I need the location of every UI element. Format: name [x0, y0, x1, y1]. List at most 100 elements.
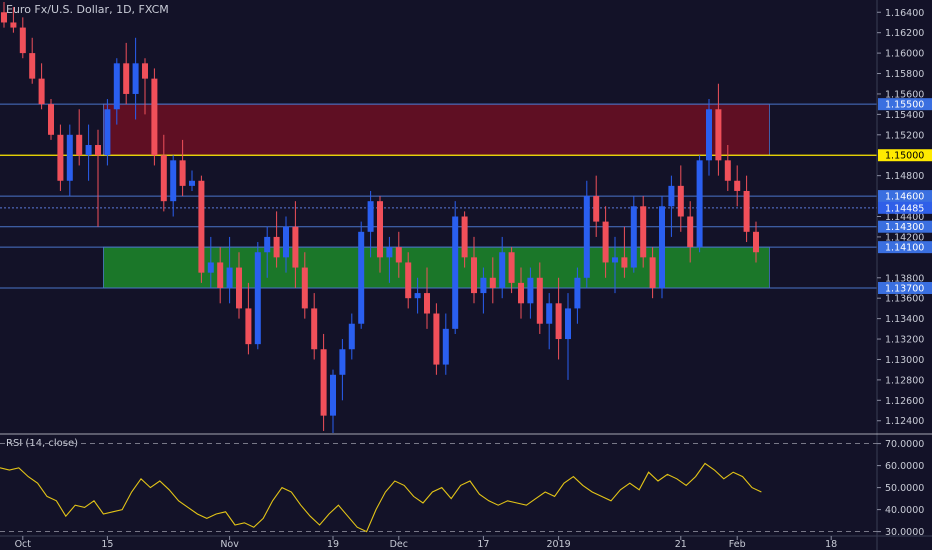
- price-level-badge: [878, 201, 932, 214]
- price-tick-label: 1.16000: [885, 49, 924, 60]
- candle-body: [57, 134, 64, 181]
- price-tick-label: 1.15600: [885, 89, 924, 100]
- candle-body: [132, 63, 139, 94]
- price-tick-label: 1.12600: [885, 396, 924, 407]
- candle-body: [518, 282, 524, 304]
- candle-body: [170, 160, 177, 202]
- time-tick-label: Feb: [729, 539, 746, 550]
- candle-body: [583, 196, 590, 278]
- candle-body: [433, 313, 440, 365]
- candle-body: [574, 277, 581, 309]
- time-tick-label: 15: [101, 539, 113, 550]
- price-tick-label: 1.16200: [885, 28, 924, 39]
- candle-body: [66, 134, 73, 181]
- price-tick-label: 1.13200: [885, 335, 924, 346]
- candle-body: [330, 374, 336, 416]
- candle-body: [687, 216, 694, 248]
- price-tick-label: 1.14200: [885, 232, 924, 243]
- candle-body: [715, 109, 722, 161]
- price-tick-label: 1.14400: [885, 212, 924, 223]
- price-tick-label: 1.14800: [885, 171, 924, 182]
- candle-body: [142, 63, 148, 79]
- candle-body: [283, 226, 289, 258]
- rsi-title: RSI (14, close): [6, 438, 79, 449]
- candle-body: [743, 190, 750, 232]
- price-level-label: 1.14100: [885, 243, 924, 254]
- price-level-badge: [878, 281, 932, 294]
- candle-body: [706, 109, 712, 161]
- candle-body: [113, 63, 120, 110]
- price-tick-label: 1.13800: [885, 273, 924, 284]
- candle-body: [273, 236, 280, 258]
- candle-body: [734, 180, 741, 191]
- candle-body: [696, 160, 703, 248]
- candle-body: [264, 236, 271, 253]
- price-level-badge: [878, 190, 932, 203]
- demand-zone: [103, 246, 770, 289]
- rsi-pane: [0, 443, 877, 533]
- candle-body: [414, 293, 421, 299]
- price-level-label: 1.13700: [885, 283, 924, 294]
- candle-body: [386, 247, 393, 258]
- candle-body: [424, 293, 430, 314]
- price-tick-label: 1.12400: [885, 416, 924, 427]
- symbol-title: Euro Fx/U.S. Dollar, 1D, FXCM: [6, 3, 169, 16]
- candle-body: [442, 328, 449, 365]
- price-tick-label: 1.13600: [885, 294, 924, 305]
- candle-body: [217, 262, 224, 288]
- candle-body: [659, 206, 665, 288]
- time-tick-label: 18: [825, 539, 837, 550]
- time-tick-label: Dec: [390, 539, 408, 550]
- candle-body: [630, 206, 637, 268]
- price-tick-label: 1.15200: [885, 130, 924, 141]
- candle-body: [85, 145, 92, 156]
- price-tick-label: 1.13000: [885, 355, 924, 366]
- time-tick-label: Oct: [15, 539, 32, 550]
- candle-body: [677, 185, 684, 217]
- candle-body: [48, 104, 54, 135]
- price-tick-label: 1.13400: [885, 314, 924, 325]
- price-level-label: 1.14600: [885, 192, 924, 203]
- price-level-badge: [878, 98, 932, 111]
- candle-body: [527, 277, 534, 304]
- candle-body: [555, 303, 562, 340]
- supply-zone: [103, 103, 770, 156]
- candle-body: [1, 12, 7, 23]
- candle-body: [377, 201, 383, 258]
- candle-body: [724, 160, 731, 181]
- candle-body: [640, 206, 647, 258]
- candle-body: [29, 53, 36, 79]
- rsi-tick-label: 50.0000: [885, 483, 924, 494]
- candle-body: [471, 257, 477, 294]
- candle-body: [753, 231, 759, 253]
- candle-body: [546, 303, 553, 324]
- candle-body: [668, 185, 675, 207]
- candle-body: [621, 257, 628, 268]
- candle-body: [565, 308, 571, 340]
- candle-body: [367, 201, 374, 232]
- rsi-tick-label: 70.0000: [885, 439, 924, 450]
- candle-body: [123, 63, 130, 94]
- time-tick-label: Nov: [220, 539, 239, 550]
- candle-body: [160, 155, 167, 202]
- candle-body: [236, 267, 242, 309]
- candle-body: [151, 78, 158, 156]
- candle-body: [311, 308, 318, 350]
- candle-body: [38, 78, 45, 105]
- rsi-line: [0, 462, 762, 533]
- candle-body: [104, 109, 111, 156]
- candle-body: [198, 180, 205, 273]
- candle-body: [480, 277, 487, 294]
- candle-body: [536, 277, 543, 324]
- price-level-badge: [878, 241, 932, 254]
- candle-body: [76, 134, 83, 156]
- candle-body: [461, 216, 468, 258]
- time-tick-label: 17: [477, 539, 489, 550]
- candle-body: [226, 267, 233, 288]
- rsi-tick-label: 40.0000: [885, 505, 924, 516]
- candle-body: [320, 349, 327, 416]
- candle-body: [292, 226, 299, 268]
- time-tick-label: 21: [675, 539, 687, 550]
- candle-body: [489, 277, 496, 288]
